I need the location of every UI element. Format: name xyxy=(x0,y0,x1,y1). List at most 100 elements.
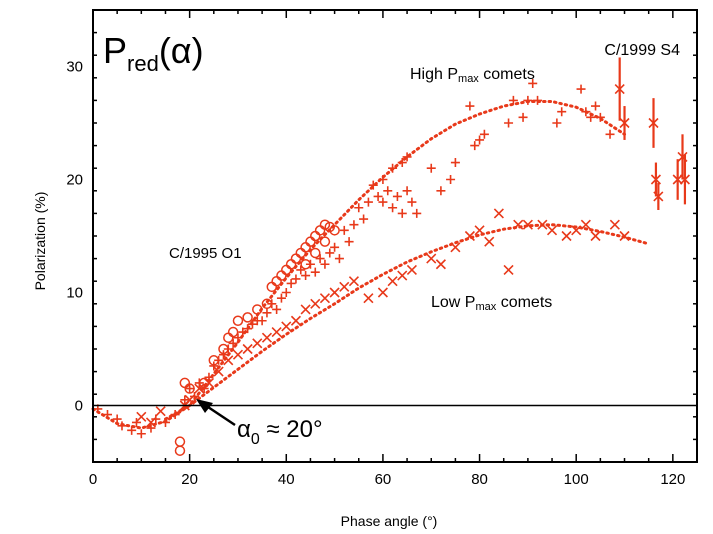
data-point xyxy=(508,95,518,105)
data-point xyxy=(450,158,460,168)
data-point xyxy=(203,377,215,388)
data-point xyxy=(378,197,388,207)
data-point xyxy=(450,242,461,253)
data-point xyxy=(281,321,292,332)
y-axis-title: Polarization (%) xyxy=(32,192,48,291)
comet-s4-label: C/1999 S4 xyxy=(604,42,680,59)
data-point xyxy=(271,326,282,338)
data-point xyxy=(291,274,301,284)
data-point xyxy=(184,383,195,394)
data-point xyxy=(523,95,533,105)
data-point xyxy=(537,219,548,230)
data-point xyxy=(528,78,538,88)
data-point xyxy=(446,175,456,184)
data-point xyxy=(233,333,243,343)
data-point xyxy=(586,112,596,122)
data-point xyxy=(402,186,412,196)
data-point xyxy=(330,242,340,252)
data-point xyxy=(388,163,398,173)
alpha0-label: α0 ≈ 20° xyxy=(237,416,323,448)
data-point xyxy=(174,436,186,447)
data-point xyxy=(185,384,195,394)
low-pmax-tail: comets xyxy=(496,294,552,311)
data-point xyxy=(257,316,267,326)
comet-o1-label: C/1995 O1 xyxy=(169,245,242,262)
data-point xyxy=(464,230,475,242)
x-tick-label: 120 xyxy=(660,471,685,488)
data-point xyxy=(102,410,112,420)
low-pmax-label: Low Pmax comets xyxy=(431,294,552,313)
data-point xyxy=(228,338,238,348)
data-point xyxy=(354,203,364,213)
data-point xyxy=(290,315,302,326)
data-point xyxy=(576,84,586,94)
data-point xyxy=(561,230,572,242)
data-point xyxy=(426,253,437,264)
data-point xyxy=(339,225,349,235)
data-point xyxy=(208,355,220,366)
data-point xyxy=(503,264,514,275)
data-point xyxy=(619,230,630,242)
chart-title-tail: (α) xyxy=(159,30,204,71)
data-point xyxy=(513,219,524,230)
data-point xyxy=(407,197,417,207)
data-point xyxy=(276,293,286,303)
data-point xyxy=(252,304,263,315)
data-point xyxy=(232,349,244,360)
alpha0-sub: 0 xyxy=(251,431,260,448)
data-point xyxy=(136,429,146,439)
data-point xyxy=(117,421,127,431)
data-point xyxy=(213,366,224,377)
data-point xyxy=(339,281,350,292)
y-tick-label: 20 xyxy=(66,172,83,189)
data-point xyxy=(344,237,354,247)
data-point xyxy=(281,288,291,297)
data-point xyxy=(474,225,485,236)
low-pmax-main: Low P xyxy=(431,294,475,311)
high-pmax-main: High P xyxy=(410,66,458,83)
data-point xyxy=(310,298,321,309)
data-point xyxy=(412,208,422,218)
data-point xyxy=(127,425,137,435)
alpha0-symbol: α xyxy=(237,416,251,443)
data-point xyxy=(319,219,331,230)
data-point xyxy=(218,343,229,355)
low-pmax-sub: max xyxy=(475,301,496,313)
data-point xyxy=(571,225,582,236)
data-point xyxy=(590,230,601,242)
data-point xyxy=(595,112,605,122)
labels: Pred(α) C/1999 S4 High Pmax comets C/199… xyxy=(32,30,680,529)
axes: 0 20 40 60 80 100 120 0 10 20 30 xyxy=(66,9,698,488)
data-point xyxy=(194,383,205,394)
data-point xyxy=(160,417,170,427)
data-point xyxy=(605,129,615,139)
data-point xyxy=(310,267,320,277)
high-pmax-sub: max xyxy=(458,73,479,85)
data-point xyxy=(300,304,311,315)
data-point xyxy=(319,293,331,304)
data-point xyxy=(320,259,330,269)
data-point xyxy=(349,220,359,230)
data-point xyxy=(261,298,273,310)
data-point xyxy=(402,152,412,162)
data-point xyxy=(319,236,331,247)
data-point xyxy=(397,158,407,168)
data-point xyxy=(204,372,214,382)
plot-area xyxy=(91,57,690,456)
data-point xyxy=(238,327,248,337)
data-point xyxy=(300,259,311,270)
y-tick-label: 10 xyxy=(66,285,83,302)
data-point xyxy=(377,287,388,298)
data-point xyxy=(378,175,388,184)
data-point xyxy=(310,247,321,259)
data-point xyxy=(218,350,228,360)
data-point xyxy=(170,410,180,420)
data-point xyxy=(406,264,417,275)
data-point xyxy=(112,414,122,424)
data-point xyxy=(436,186,446,196)
data-point xyxy=(301,271,311,281)
data-point xyxy=(475,135,485,145)
data-point xyxy=(392,191,402,201)
